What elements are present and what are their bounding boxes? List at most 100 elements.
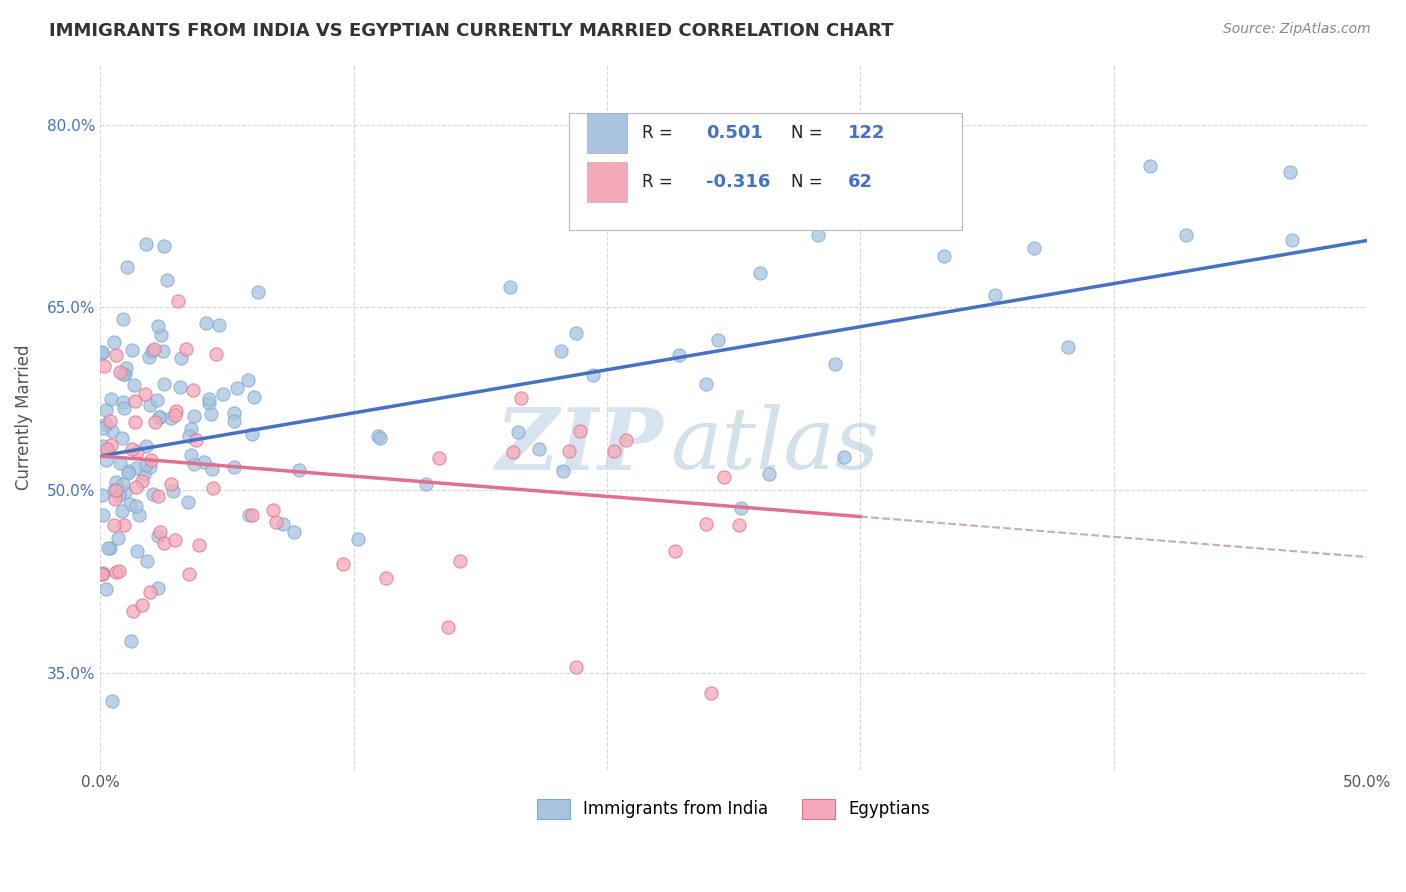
Point <box>824 357 846 371</box>
Point <box>713 470 735 484</box>
Point <box>115 260 138 275</box>
Point <box>264 515 287 529</box>
Point <box>186 434 208 448</box>
Point <box>188 538 211 552</box>
Point <box>212 387 235 401</box>
Point <box>153 376 176 391</box>
Point <box>142 342 165 356</box>
Point <box>112 517 135 532</box>
Point <box>100 392 122 407</box>
Point <box>569 425 592 439</box>
Point <box>105 348 128 362</box>
Point <box>346 532 368 546</box>
Point <box>1281 233 1303 247</box>
Text: 122: 122 <box>848 123 884 142</box>
Point <box>100 693 122 707</box>
Point <box>558 444 581 458</box>
Point <box>142 487 165 501</box>
Point <box>103 518 125 533</box>
Point <box>114 367 136 381</box>
Point <box>502 445 524 459</box>
Point <box>193 455 215 469</box>
Point <box>506 425 529 439</box>
Point <box>1022 241 1045 255</box>
Point <box>128 508 150 522</box>
Point <box>174 342 197 356</box>
Point <box>97 541 120 555</box>
Point <box>148 409 170 424</box>
Point <box>139 452 162 467</box>
Point <box>91 566 114 581</box>
Point <box>616 434 638 448</box>
Point <box>668 348 690 362</box>
Point <box>98 414 121 428</box>
Point <box>107 488 129 502</box>
Point <box>139 398 162 412</box>
Point <box>224 406 246 420</box>
Point <box>197 396 219 410</box>
Point <box>367 429 389 443</box>
Point <box>149 410 172 425</box>
Y-axis label: Currently Married: Currently Married <box>15 344 32 490</box>
Point <box>111 477 134 491</box>
Point <box>163 408 186 422</box>
Point <box>207 318 229 332</box>
Point <box>153 536 176 550</box>
Point <box>120 633 142 648</box>
Point <box>271 516 294 531</box>
Point <box>288 463 311 477</box>
Point <box>91 439 114 453</box>
Point <box>143 415 166 429</box>
Point <box>499 279 522 293</box>
Point <box>695 376 717 391</box>
Point <box>153 239 176 253</box>
FancyBboxPatch shape <box>586 112 627 153</box>
Point <box>368 431 391 445</box>
Point <box>134 387 156 401</box>
Point <box>582 368 605 383</box>
Point <box>932 248 955 262</box>
Point <box>283 525 305 540</box>
Point <box>170 351 193 365</box>
Point <box>195 317 218 331</box>
Point <box>127 445 149 459</box>
Text: 0.501: 0.501 <box>706 123 762 142</box>
Point <box>90 488 112 502</box>
Point <box>179 566 201 581</box>
Point <box>201 462 224 476</box>
Point <box>121 442 143 456</box>
Point <box>122 604 145 618</box>
Point <box>159 476 181 491</box>
Point <box>415 476 437 491</box>
Point <box>510 392 533 406</box>
Point <box>150 327 173 342</box>
Point <box>124 378 146 392</box>
Point <box>108 564 131 578</box>
Point <box>118 497 141 511</box>
Point <box>247 285 270 299</box>
Point <box>832 450 855 465</box>
Point <box>200 408 222 422</box>
Point <box>437 620 460 634</box>
Point <box>91 566 114 581</box>
Point <box>149 524 172 539</box>
Point <box>125 480 148 494</box>
Point <box>93 359 115 373</box>
Point <box>90 346 112 360</box>
Point <box>108 456 131 470</box>
Point <box>112 401 135 415</box>
Text: Source: ZipAtlas.com: Source: ZipAtlas.com <box>1223 22 1371 37</box>
Point <box>449 554 471 568</box>
Point <box>180 422 202 436</box>
Point <box>160 411 183 425</box>
FancyBboxPatch shape <box>569 113 962 230</box>
Point <box>807 227 830 242</box>
Point <box>707 333 730 347</box>
Point <box>236 373 259 387</box>
Point <box>121 343 143 357</box>
Point <box>124 415 146 429</box>
Point <box>550 344 572 359</box>
Point <box>112 395 135 409</box>
Text: -0.316: -0.316 <box>706 173 770 191</box>
Point <box>145 392 167 407</box>
